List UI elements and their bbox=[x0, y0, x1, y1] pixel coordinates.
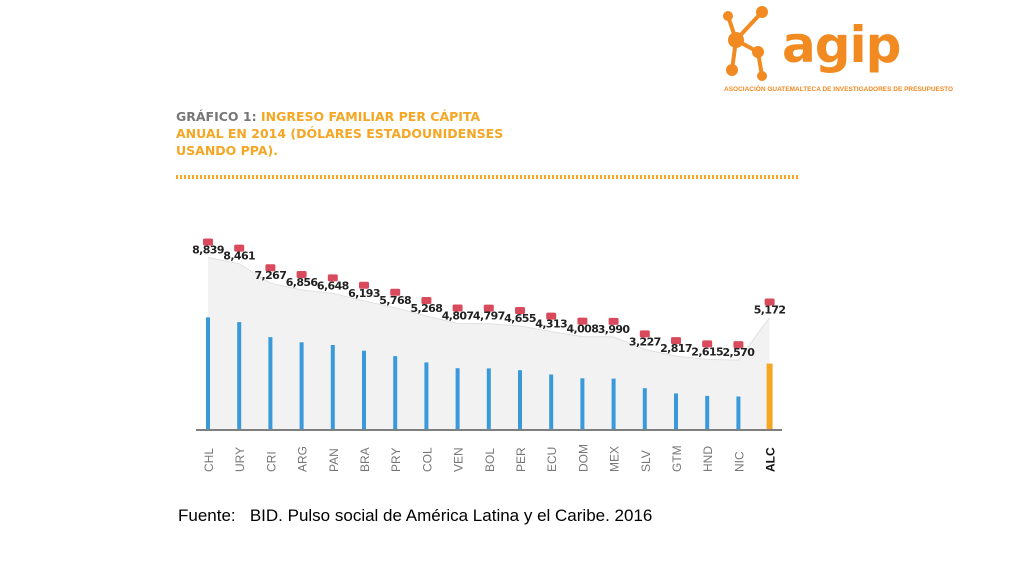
tick-label: PAN bbox=[327, 448, 341, 472]
data-label: 3,990 bbox=[598, 323, 631, 336]
value-line bbox=[207, 257, 771, 361]
bar-col bbox=[424, 362, 429, 429]
data-label: 3,227 bbox=[629, 335, 661, 348]
data-label: 5,172 bbox=[754, 304, 786, 317]
source-note: Fuente: BID. Pulso social de América Lat… bbox=[178, 506, 652, 526]
bar-ven bbox=[455, 368, 460, 429]
tick-label: URY bbox=[233, 447, 247, 472]
bar-arg bbox=[299, 342, 304, 429]
data-label: 8,461 bbox=[223, 250, 255, 263]
tick-label: ARG bbox=[296, 446, 310, 472]
logo-subtitle: ASOCIACIÓN GUATEMALTECA DE INVESTIGADORE… bbox=[724, 86, 954, 93]
data-label: 2,570 bbox=[723, 346, 756, 359]
data-label: 4,655 bbox=[504, 312, 536, 325]
data-label: 8,839 bbox=[192, 243, 224, 256]
marker-bol bbox=[483, 304, 494, 312]
tick-label: ALC bbox=[764, 447, 778, 472]
bar-per bbox=[518, 370, 522, 429]
data-label: 7,267 bbox=[255, 269, 287, 282]
chart-title-text: INGRESO FAMILIAR PER CÁPITA ANUAL EN 201… bbox=[176, 109, 504, 158]
marker-hnd bbox=[702, 340, 713, 348]
marker-dom bbox=[577, 317, 588, 325]
data-label: 2,615 bbox=[691, 345, 723, 358]
data-label: 2,817 bbox=[660, 342, 692, 355]
bar-ecu bbox=[549, 374, 554, 429]
data-label: 4,797 bbox=[473, 310, 505, 323]
source-label: Fuente: bbox=[178, 506, 236, 525]
marker-nic bbox=[733, 341, 744, 349]
title-divider bbox=[176, 175, 800, 179]
marker-mex bbox=[608, 317, 619, 325]
tick-label: HND bbox=[701, 446, 715, 472]
tick-label: BOL bbox=[483, 448, 497, 472]
tick-label: GTM bbox=[670, 445, 684, 472]
tick-label: COL bbox=[420, 447, 434, 472]
tick-label: VEN bbox=[452, 447, 466, 472]
bar-slv bbox=[642, 388, 647, 429]
agip-logo bbox=[722, 4, 882, 100]
tick-label: NIC bbox=[732, 451, 746, 472]
bar-ury bbox=[237, 322, 242, 429]
marker-ecu bbox=[546, 312, 557, 320]
bar-bol bbox=[486, 368, 491, 429]
marker-cri bbox=[265, 264, 276, 272]
bar-gtm bbox=[674, 393, 678, 429]
marker-slv bbox=[639, 330, 650, 338]
value-area bbox=[208, 257, 770, 429]
bar-cri bbox=[268, 337, 273, 429]
data-label: 5,268 bbox=[411, 302, 443, 315]
tick-label: PRY bbox=[389, 448, 403, 472]
marker-bra bbox=[359, 281, 369, 289]
marker-gtm bbox=[671, 337, 681, 345]
marker-col bbox=[421, 296, 432, 304]
tick-label: SLV bbox=[639, 450, 653, 472]
tick-label: PER bbox=[514, 447, 528, 472]
bar-mex bbox=[611, 378, 616, 429]
tick-label: DOM bbox=[576, 444, 590, 472]
bar-bra bbox=[362, 350, 366, 429]
data-label: 6,648 bbox=[317, 279, 349, 292]
bar-dom bbox=[580, 378, 585, 429]
data-label: 6,193 bbox=[348, 287, 380, 300]
bar-pry bbox=[393, 356, 398, 429]
bar-pan bbox=[330, 345, 335, 429]
tick-label: ECU bbox=[545, 447, 559, 472]
tick-label: CRI bbox=[264, 451, 278, 472]
data-label: 5,768 bbox=[379, 294, 411, 307]
data-label: 4,313 bbox=[535, 318, 567, 331]
source-text: BID. Pulso social de América Latina y el… bbox=[249, 506, 653, 525]
logo-wordmark: agip bbox=[782, 16, 901, 74]
marker-pry bbox=[390, 288, 401, 296]
network-logo-icon bbox=[723, 6, 768, 81]
marker-chl bbox=[203, 238, 213, 246]
marker-pan bbox=[327, 274, 338, 282]
bar-nic bbox=[736, 396, 741, 429]
marker-alc bbox=[764, 298, 775, 306]
bar-hnd bbox=[705, 395, 710, 429]
tick-label: BRA bbox=[358, 447, 372, 472]
data-label: 4,008 bbox=[567, 323, 599, 336]
data-label: 4,807 bbox=[442, 310, 474, 323]
marker-arg bbox=[296, 270, 307, 278]
bar-alc bbox=[766, 363, 773, 429]
marker-ven bbox=[452, 304, 463, 312]
marker-per bbox=[515, 306, 525, 314]
chart-title: GRÁFICO 1: INGRESO FAMILIAR PER CÁPITA A… bbox=[176, 108, 506, 159]
chart-title-prefix: GRÁFICO 1: bbox=[176, 109, 257, 124]
tick-label: MEX bbox=[608, 446, 622, 472]
tick-label: CHL bbox=[202, 448, 216, 472]
bar-chl bbox=[206, 317, 210, 429]
marker-ury bbox=[234, 244, 245, 252]
data-label: 6,856 bbox=[286, 276, 319, 289]
